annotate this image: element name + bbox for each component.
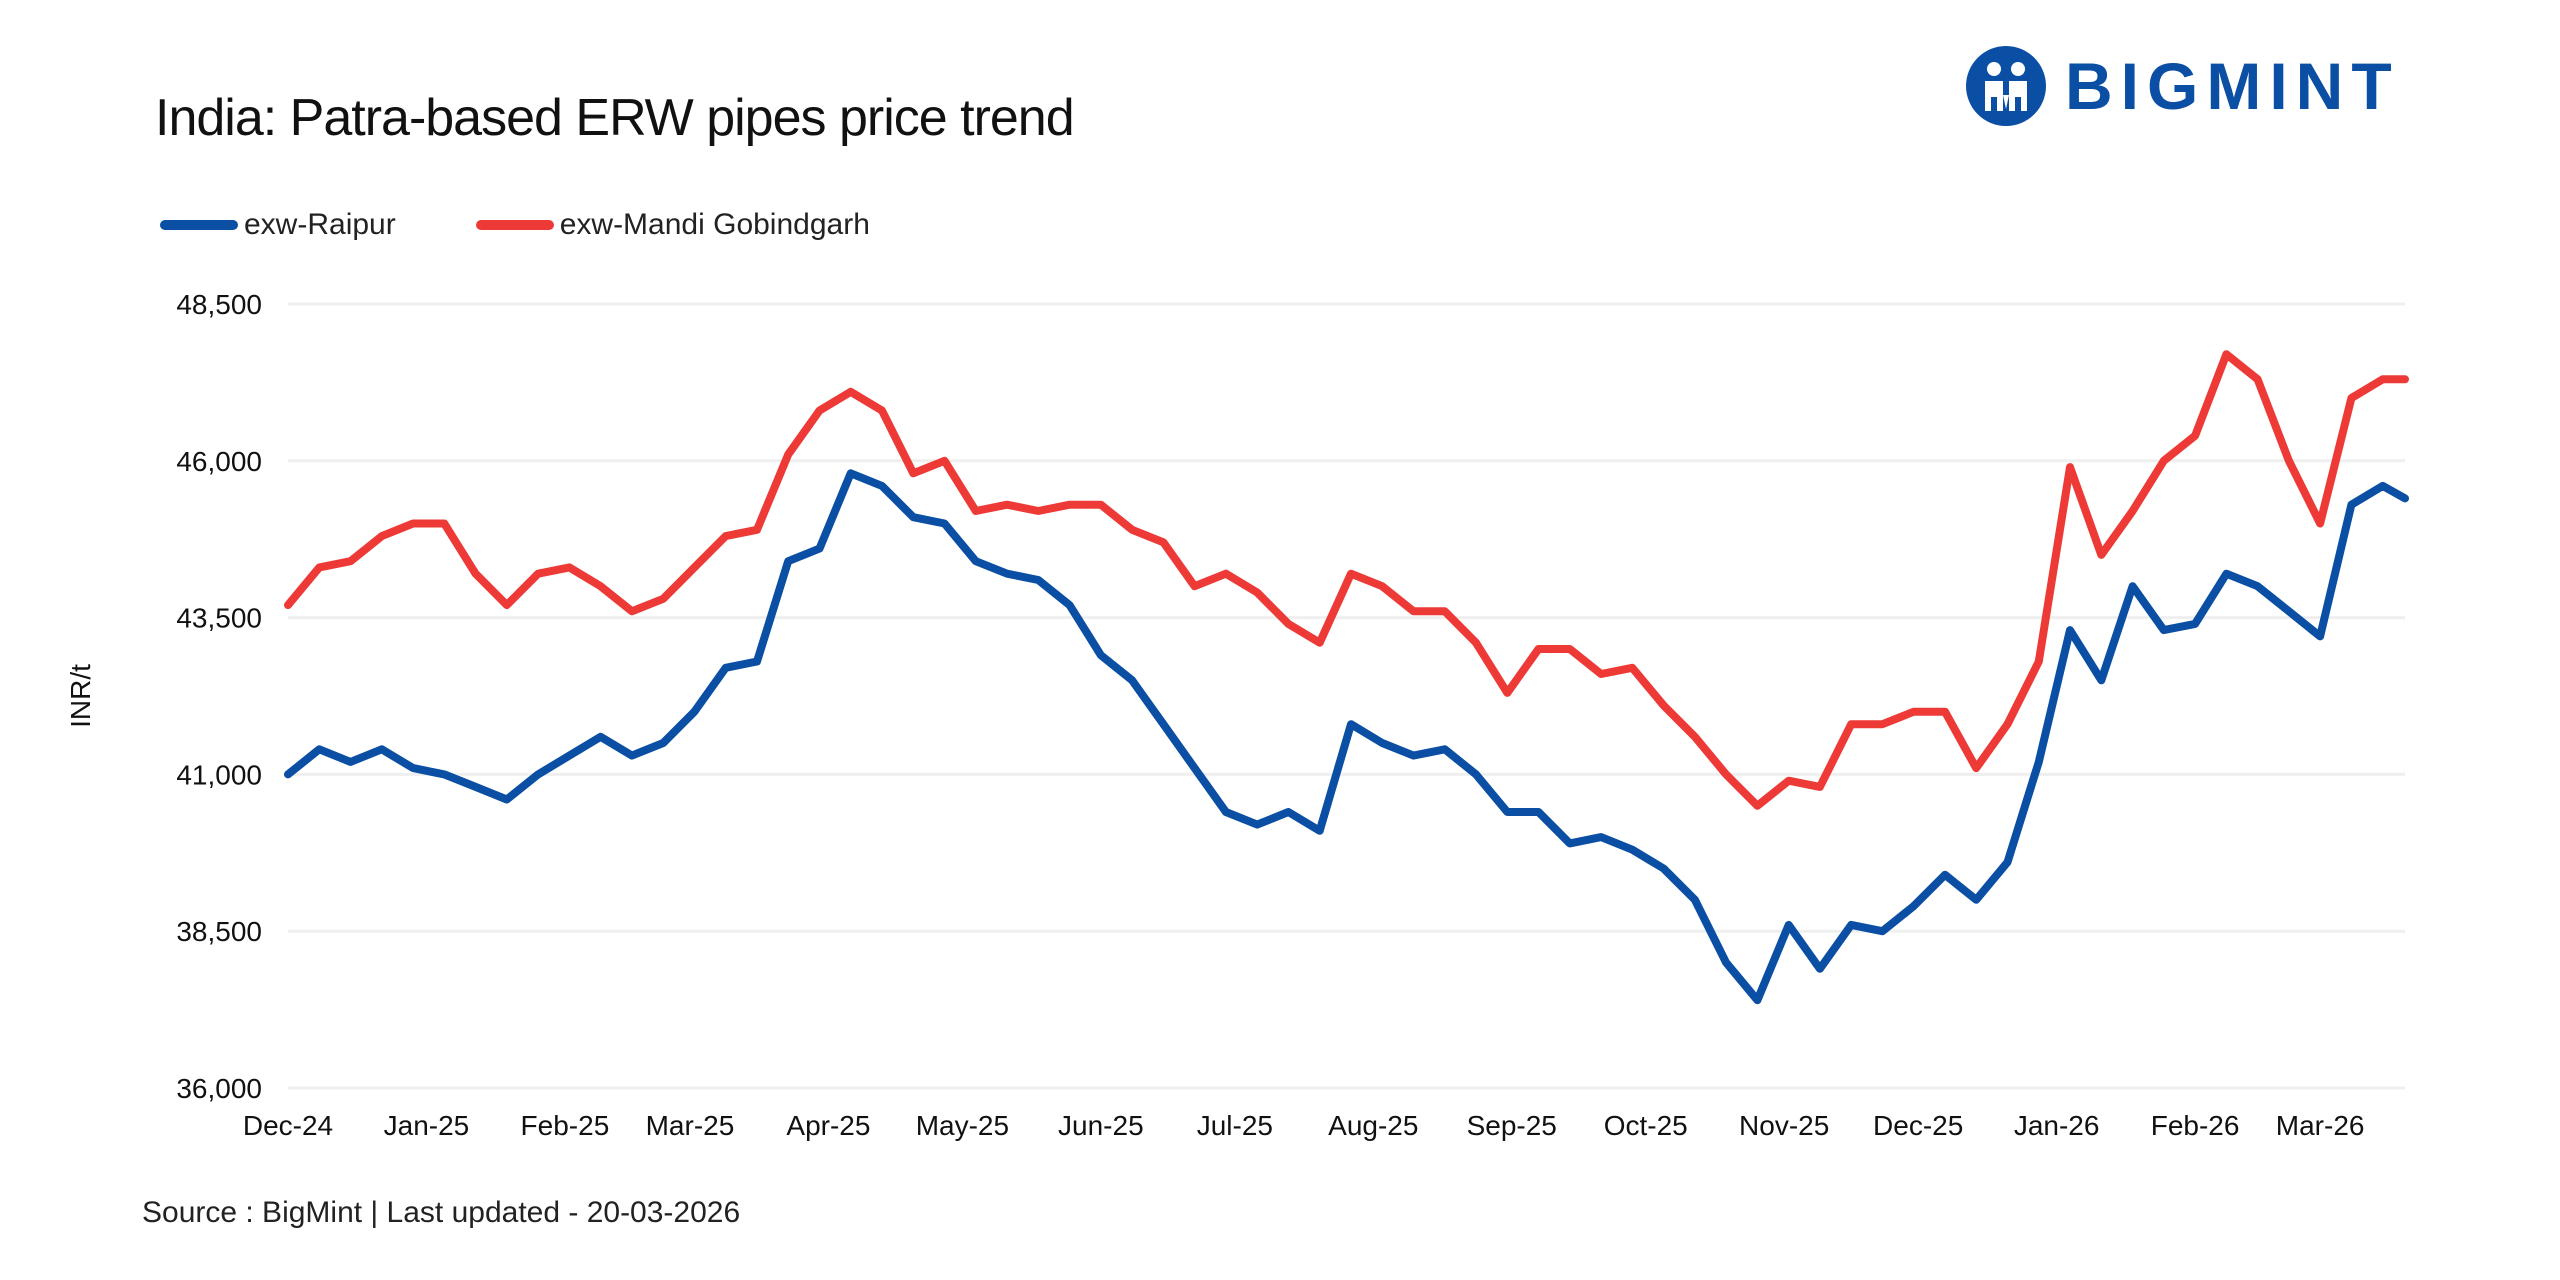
legend-item-raipur: exw-Raipur — [160, 208, 396, 242]
chart-title: India: Patra-based ERW pipes price trend — [155, 89, 1075, 147]
x-tick-label: Sep-25 — [1467, 1110, 1557, 1141]
x-tick-label: Jan-25 — [384, 1110, 470, 1141]
legend-item-mandi-gobindgarh: exw-Mandi Gobindgarh — [475, 208, 870, 242]
bigmint-logo: BIGMINT — [1965, 45, 2400, 127]
source-note: Source : BigMint | Last updated - 20-03-… — [142, 1196, 741, 1229]
y-tick-label: 38,500 — [176, 916, 262, 947]
x-tick-label: Dec-25 — [1873, 1110, 1963, 1141]
x-tick-label: Feb-26 — [2151, 1110, 2240, 1141]
y-tick-label: 36,000 — [176, 1073, 262, 1104]
legend-label-mandi-gobindgarh: exw-Mandi Gobindgarh — [559, 208, 870, 241]
x-tick-label: Oct-25 — [1604, 1110, 1688, 1141]
x-tick-label: May-25 — [916, 1110, 1009, 1141]
legend: exw-Raipur exw-Mandi Gobindgarh — [160, 208, 870, 242]
legend-label-raipur: exw-Raipur — [244, 208, 396, 241]
y-axis-label: INR/t — [65, 664, 96, 728]
x-tick-label: Jul-25 — [1197, 1110, 1273, 1141]
y-tick-label: 41,000 — [176, 759, 262, 790]
x-tick-label: Feb-25 — [521, 1110, 610, 1141]
series-line-exw-mandi-gobindgarh — [284, 350, 2409, 810]
x-tick-label: Mar-25 — [646, 1110, 735, 1141]
x-tick-label: Nov-25 — [1739, 1110, 1829, 1141]
series-line-exw-raipur — [284, 469, 2409, 1005]
x-tick-label: Dec-24 — [243, 1110, 333, 1141]
legend-swatch-raipur — [160, 220, 238, 230]
y-tick-label: 46,000 — [176, 446, 262, 477]
x-tick-label: Jun-25 — [1058, 1110, 1144, 1141]
y-tick-label: 48,500 — [176, 289, 262, 320]
legend-swatch-mandi-gobindgarh — [475, 220, 554, 230]
x-tick-label: Aug-25 — [1328, 1110, 1418, 1141]
brand-name: BIGMINT — [2065, 49, 2400, 123]
x-tick-label: Mar-26 — [2276, 1110, 2365, 1141]
y-tick-label: 43,500 — [176, 603, 262, 634]
people-logo-icon — [1966, 46, 2046, 126]
x-tick-label: Jan-26 — [2014, 1110, 2100, 1141]
x-tick-label: Apr-25 — [786, 1110, 870, 1141]
